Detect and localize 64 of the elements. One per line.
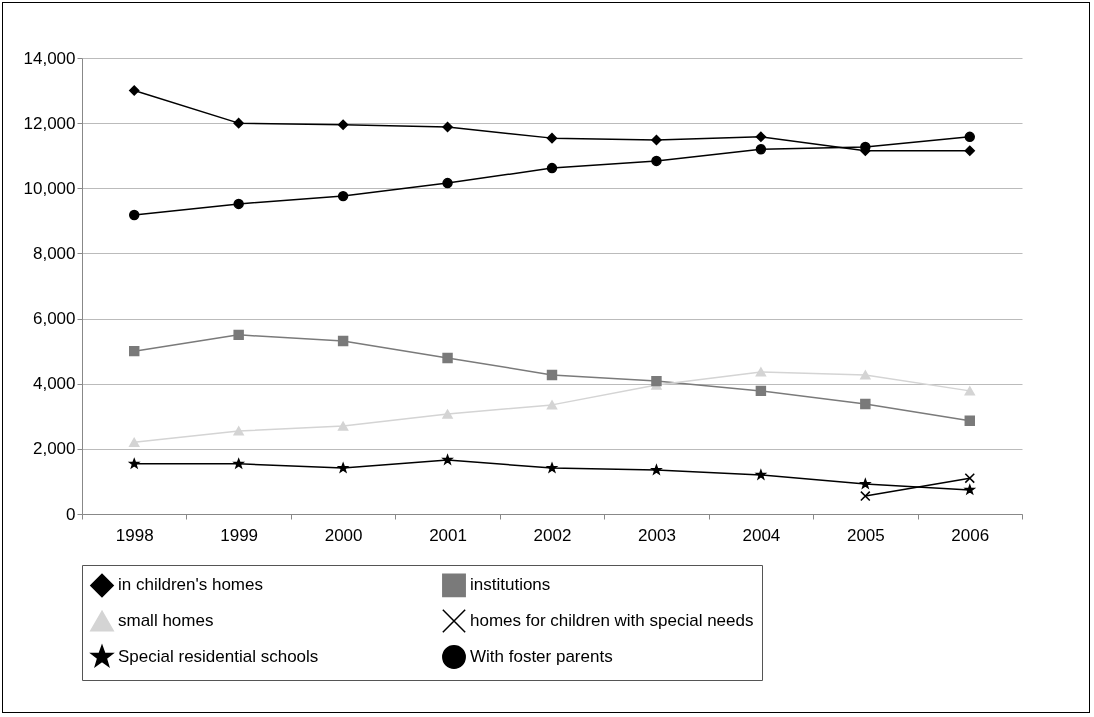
point <box>442 409 453 419</box>
point <box>546 162 558 174</box>
point <box>337 335 349 347</box>
point <box>233 117 244 129</box>
legend-label: Special residential schools <box>118 647 319 666</box>
point <box>964 386 975 396</box>
x-tick-label: 2002 <box>533 525 572 545</box>
y-tick-label: 4,000 <box>32 374 76 394</box>
point <box>233 329 244 341</box>
point <box>129 85 140 96</box>
point <box>129 458 140 469</box>
x-tick-label: 2000 <box>324 525 363 545</box>
point <box>964 415 975 427</box>
point <box>755 131 767 143</box>
legend-label: institutions <box>470 575 551 595</box>
point <box>442 121 453 133</box>
point <box>442 454 453 465</box>
legend-label: small homes <box>118 611 214 630</box>
point <box>442 177 453 189</box>
point <box>546 369 558 381</box>
y-tick-label: 8,000 <box>32 243 76 263</box>
point <box>129 345 140 357</box>
point <box>337 119 349 130</box>
point <box>546 400 558 410</box>
y-tick-label: 6,000 <box>32 309 76 329</box>
y-tick-label: 10,000 <box>23 178 76 198</box>
point <box>860 398 871 410</box>
point <box>964 131 975 143</box>
point <box>233 198 244 210</box>
legend-label: homes for children with special needs <box>470 611 754 630</box>
y-tick-label: 14,000 <box>23 48 76 68</box>
point <box>860 370 871 380</box>
point <box>651 375 662 387</box>
point <box>651 464 662 475</box>
point <box>964 484 975 495</box>
x-tick-label: 1999 <box>220 525 259 545</box>
point <box>337 421 349 431</box>
y-tick-label: 2,000 <box>32 439 76 459</box>
x-tick-label: 2005 <box>846 525 885 545</box>
point <box>233 426 244 436</box>
point <box>651 134 662 146</box>
point <box>860 490 871 502</box>
point <box>442 352 453 364</box>
point <box>651 155 662 167</box>
point <box>964 145 975 157</box>
x-tick-label: 1998 <box>115 525 154 545</box>
x-tick-label: 2004 <box>742 525 781 545</box>
point <box>755 367 767 377</box>
point <box>129 437 140 447</box>
y-tick-label: 12,000 <box>23 113 76 133</box>
point <box>860 478 871 489</box>
legend-label: in children's homes <box>118 575 263 595</box>
point <box>129 209 140 221</box>
point <box>337 190 349 202</box>
point <box>755 143 767 155</box>
point <box>755 385 767 397</box>
point <box>964 472 975 484</box>
y-tick-label: 0 <box>66 504 76 524</box>
x-tick-label: 2006 <box>951 525 990 545</box>
x-tick-label: 2003 <box>638 525 676 545</box>
point <box>233 458 244 469</box>
x-tick-label: 2001 <box>429 525 467 545</box>
point <box>546 132 558 144</box>
legend-label: With foster parents <box>470 647 613 666</box>
